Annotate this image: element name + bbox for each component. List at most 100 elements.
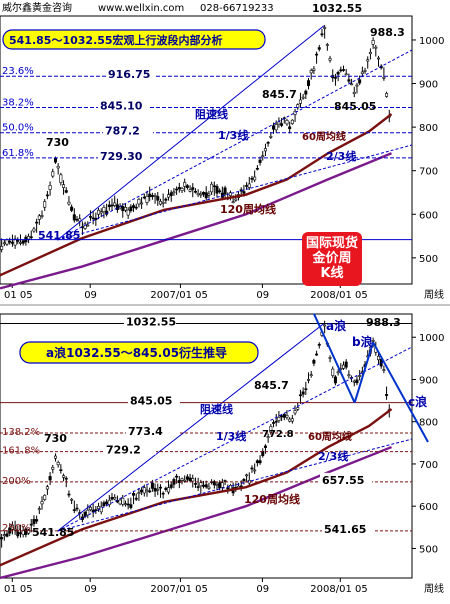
- candle-body: [342, 364, 346, 369]
- candle-body: [274, 420, 278, 423]
- one-third-label: 1/3线: [218, 128, 248, 142]
- candle-body: [333, 77, 337, 79]
- candle-body: [97, 506, 101, 509]
- candle-body: [355, 84, 359, 87]
- candle-body: [83, 511, 87, 517]
- candle-body: [288, 418, 292, 422]
- candle-body: [91, 217, 95, 220]
- candle-body: [156, 488, 160, 491]
- fib-value-bg: [103, 123, 153, 136]
- y-tick-label: 900: [419, 375, 438, 386]
- candle-body: [323, 27, 327, 29]
- candle-body: [13, 528, 17, 531]
- candle-body: [307, 379, 311, 381]
- candle-body: [188, 189, 192, 192]
- candle-body: [180, 188, 184, 191]
- candle-body: [8, 240, 12, 243]
- red-badge-text: 国际现货: [306, 235, 358, 251]
- candle-body: [204, 484, 208, 488]
- candle-body: [290, 418, 294, 422]
- candle-body: [56, 165, 60, 169]
- candle-body: [37, 508, 41, 510]
- plot-frame: [0, 313, 413, 579]
- red-badge-text: 金价周: [311, 250, 351, 266]
- candle-body: [258, 460, 262, 464]
- low-730-label: 730: [44, 432, 67, 445]
- candle-body: [207, 193, 211, 196]
- plot-frame: [0, 15, 413, 285]
- chart-title: 541.85～1032.55宏观上行波段内部分析: [9, 33, 223, 47]
- candle-body: [0, 246, 4, 250]
- level-value-label: 657.55: [322, 474, 364, 487]
- candle-body: [266, 436, 270, 438]
- candle-body: [185, 476, 189, 480]
- candle-body: [102, 207, 106, 212]
- top-chart: 500 600 700 800 900 1000 01 05 09 2007/01 05 09 20…: [0, 2, 444, 301]
- low-541-label: 541.85: [32, 526, 74, 539]
- red-badge-text: K线: [320, 265, 343, 281]
- candle-body: [250, 177, 254, 180]
- candle-body: [48, 476, 52, 481]
- candle-body: [132, 493, 136, 496]
- candle-body: [358, 375, 362, 377]
- candle-body: [266, 142, 270, 144]
- candle-body: [121, 497, 125, 505]
- speed-line-2-3: [57, 438, 413, 532]
- candle-body: [328, 357, 332, 359]
- level-pct-label: 200%: [2, 476, 31, 487]
- candle-body: [304, 90, 308, 95]
- candle-body: [344, 361, 348, 368]
- candle-body: [113, 497, 117, 500]
- candle-body: [53, 455, 57, 459]
- candle-body: [204, 192, 208, 199]
- candle-body: [317, 344, 321, 346]
- candle-body: [161, 492, 165, 495]
- wave-c-line: [372, 341, 429, 443]
- ma60-line: [0, 113, 393, 277]
- candle-body: [18, 242, 22, 244]
- candle-body: [51, 466, 55, 470]
- ma60-line: [0, 408, 393, 567]
- candle-body: [180, 478, 184, 481]
- candle-body: [64, 477, 68, 480]
- candle-body: [169, 192, 173, 196]
- candle-body: [277, 121, 281, 125]
- candle-body: [129, 504, 133, 508]
- candle-body: [374, 46, 378, 49]
- ma120-line: [0, 445, 392, 580]
- candle-body: [94, 217, 98, 221]
- candle-body: [309, 374, 313, 376]
- candle-body: [220, 482, 224, 488]
- candle-body: [72, 214, 76, 221]
- wave-b-label: b浪: [352, 334, 373, 349]
- candle-body: [202, 485, 206, 487]
- candle-body: [272, 422, 276, 424]
- candle-body: [2, 242, 6, 245]
- x-tick-label: 2008/01 05: [310, 290, 367, 301]
- candle-body: [129, 206, 133, 211]
- candle-body: [263, 445, 267, 448]
- level-772-8-label: 772.8: [262, 429, 294, 440]
- candle-body: [247, 183, 251, 188]
- candle-body: [336, 371, 340, 374]
- candle-body: [191, 478, 195, 482]
- candle-body: [21, 240, 25, 244]
- candle-body: [123, 207, 127, 211]
- candle-body: [164, 198, 168, 201]
- candle-body: [331, 368, 335, 376]
- header-company: 威尔鑫黄金咨询: [2, 1, 72, 14]
- candle-body: [43, 201, 47, 208]
- candle-body: [172, 191, 176, 194]
- candle-body: [228, 485, 232, 490]
- candle-body: [10, 524, 14, 530]
- x-tick-label: 09: [256, 584, 269, 595]
- candle-body: [231, 201, 235, 203]
- x-tick-label: 2007/01 05: [150, 290, 207, 301]
- one-third-label: 1/3线: [216, 429, 246, 443]
- candle-body: [377, 356, 381, 361]
- candle-body: [199, 482, 203, 487]
- candle-body: [45, 486, 49, 490]
- candle-body: [29, 236, 33, 239]
- candle-body: [191, 187, 195, 190]
- candle-body: [51, 171, 55, 177]
